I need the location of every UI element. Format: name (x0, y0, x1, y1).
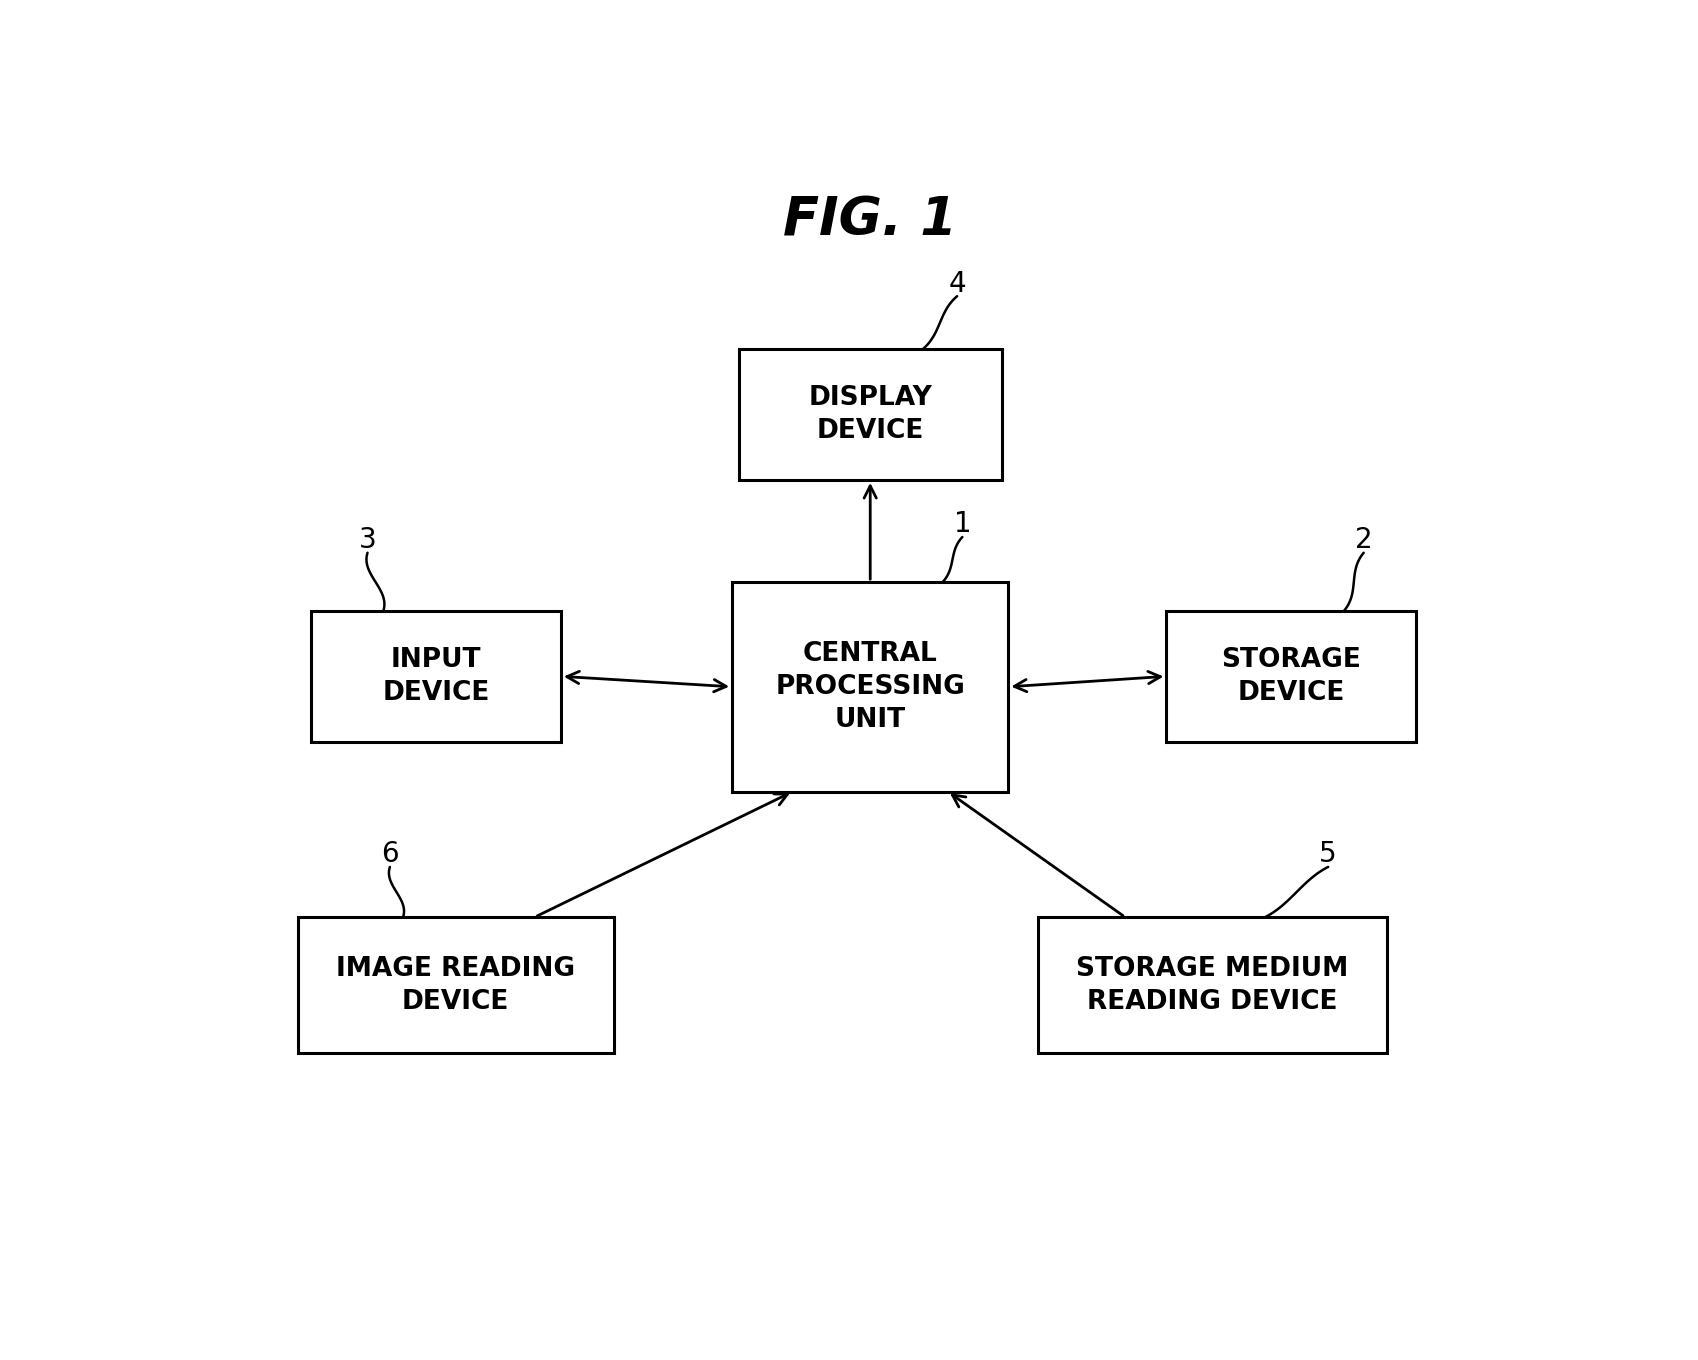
Bar (1167, 611, 1416, 741)
Text: 5: 5 (1319, 840, 1336, 868)
Bar (297, 917, 613, 1053)
Bar (311, 611, 560, 741)
Text: 3: 3 (358, 526, 377, 554)
Text: DISPLAY
DEVICE: DISPLAY DEVICE (808, 385, 932, 443)
Text: IMAGE READING
DEVICE: IMAGE READING DEVICE (336, 956, 576, 1015)
Text: 1: 1 (954, 510, 971, 539)
Text: 4: 4 (947, 269, 966, 298)
Bar (1037, 917, 1387, 1053)
Text: FIG. 1: FIG. 1 (783, 194, 958, 246)
Text: CENTRAL
PROCESSING
UNIT: CENTRAL PROCESSING UNIT (776, 641, 964, 733)
Bar (732, 582, 1009, 792)
Text: 2: 2 (1355, 526, 1372, 554)
Text: INPUT
DEVICE: INPUT DEVICE (382, 647, 489, 706)
Text: 6: 6 (380, 840, 399, 868)
Text: STORAGE
DEVICE: STORAGE DEVICE (1221, 647, 1362, 706)
Bar (739, 350, 1002, 480)
Text: STORAGE MEDIUM
READING DEVICE: STORAGE MEDIUM READING DEVICE (1077, 956, 1348, 1015)
